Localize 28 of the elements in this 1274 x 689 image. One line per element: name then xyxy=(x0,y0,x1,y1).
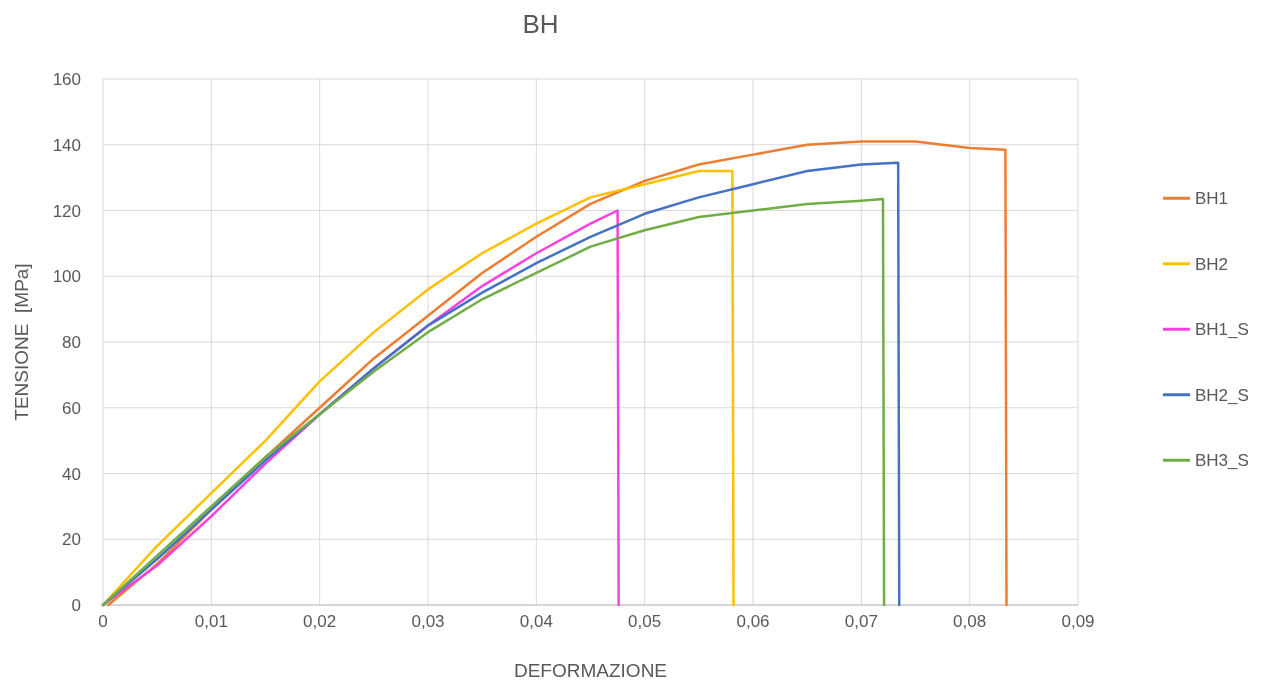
legend-label: BH2_S xyxy=(1195,385,1249,405)
legend-label: BH2 xyxy=(1195,254,1229,274)
y-tick-label: 60 xyxy=(62,398,81,418)
x-tick-label: 0 xyxy=(98,612,108,631)
x-tick-label: 0,01 xyxy=(194,612,228,631)
y-tick-label: 160 xyxy=(52,70,81,89)
y-tick-label: 140 xyxy=(52,135,81,155)
line-series xyxy=(101,169,735,607)
y-tick-label: 80 xyxy=(62,333,81,352)
chart-title: BH xyxy=(522,9,559,39)
y-tick-label: 0 xyxy=(71,596,81,615)
legend-label: BH3_S xyxy=(1195,451,1249,471)
y-tick-label: 20 xyxy=(62,530,81,550)
y-tick-label: 40 xyxy=(62,464,81,484)
y-tick-label: 120 xyxy=(52,201,81,221)
x-tick-label: 0,08 xyxy=(953,612,987,631)
x-tick-label: 0,09 xyxy=(1061,612,1095,631)
x-tick-label: 0,03 xyxy=(411,612,445,631)
legend-label: BH1 xyxy=(1195,189,1229,209)
x-axis-title: DEFORMAZIONE xyxy=(513,660,668,681)
y-tick-label: 100 xyxy=(52,267,81,287)
y-axis-title: TENSIONE [MPa] xyxy=(11,263,32,421)
x-tick-label: 0,06 xyxy=(736,612,770,631)
legend-label: BH1_S xyxy=(1195,320,1249,340)
x-tick-label: 0,04 xyxy=(519,612,553,631)
x-tick-label: 0,05 xyxy=(628,612,662,631)
x-tick-label: 0,07 xyxy=(844,612,878,631)
x-tick-label: 0,02 xyxy=(303,612,337,631)
